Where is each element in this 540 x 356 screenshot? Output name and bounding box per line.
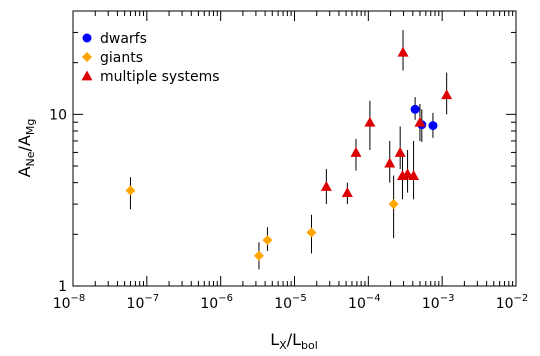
x-axis-label-slash: /L [287, 330, 301, 349]
x-tick-label: 10−6 [200, 293, 233, 312]
x-tick-label: 10−3 [422, 293, 455, 312]
diamond-point [306, 227, 317, 238]
diamond-point [262, 235, 273, 246]
diamond-point [125, 185, 136, 196]
triangle-point [397, 46, 409, 57]
triangle-point [414, 116, 426, 127]
axis-ticks: 10−8 10−7 10−6 10−5 10−4 10−3 10−2 1 10 [49, 11, 528, 312]
diamond-point [253, 250, 264, 261]
y-tick-label: 1 [58, 279, 67, 295]
triangle-point [341, 187, 353, 198]
triangle-point [320, 180, 332, 191]
legend-entry: dwarfs [82, 31, 147, 47]
legend: dwarfs giants multiple systems [81, 31, 220, 85]
legend-label: giants [100, 50, 143, 66]
x-axis-label-main: L [270, 330, 279, 349]
x-tick-label: 10−8 [53, 293, 86, 312]
y-tick-label: 10 [49, 107, 67, 123]
legend-circle-marker [82, 33, 92, 43]
legend-entry: giants [82, 50, 143, 66]
x-axis-label-sub2: bol [301, 339, 318, 352]
x-tick-label: 10−5 [274, 293, 307, 312]
triangle-point [402, 168, 414, 179]
x-tick-label: 10−2 [496, 293, 529, 312]
y-axis-label-sub2: Mg [24, 119, 37, 135]
x-axis-label: LX/Lbol [270, 330, 318, 352]
legend-triangle-marker [81, 70, 93, 81]
y-axis-label-main: A [15, 166, 34, 177]
data-markers [125, 46, 453, 261]
legend-label: dwarfs [100, 31, 147, 47]
legend-diamond-marker [82, 52, 92, 62]
triangle-point [384, 157, 396, 168]
y-axis-label: ANe/AMg [15, 119, 37, 178]
diamond-point [388, 199, 399, 210]
y-axis-label-sub1: Ne [24, 151, 37, 166]
triangle-point [350, 146, 362, 157]
triangle-point [441, 89, 453, 100]
x-tick-label: 10−4 [348, 293, 381, 312]
circle-point [410, 104, 420, 114]
triangle-point [364, 116, 376, 127]
x-tick-label: 10−7 [127, 293, 160, 312]
triangle-point [408, 170, 420, 180]
triangle-point [394, 146, 406, 157]
legend-label: multiple systems [100, 69, 220, 85]
y-axis-label-slash: /A [15, 135, 34, 151]
circle-point [428, 121, 438, 131]
x-axis-label-sub1: X [279, 339, 287, 352]
legend-entry: multiple systems [81, 69, 220, 85]
